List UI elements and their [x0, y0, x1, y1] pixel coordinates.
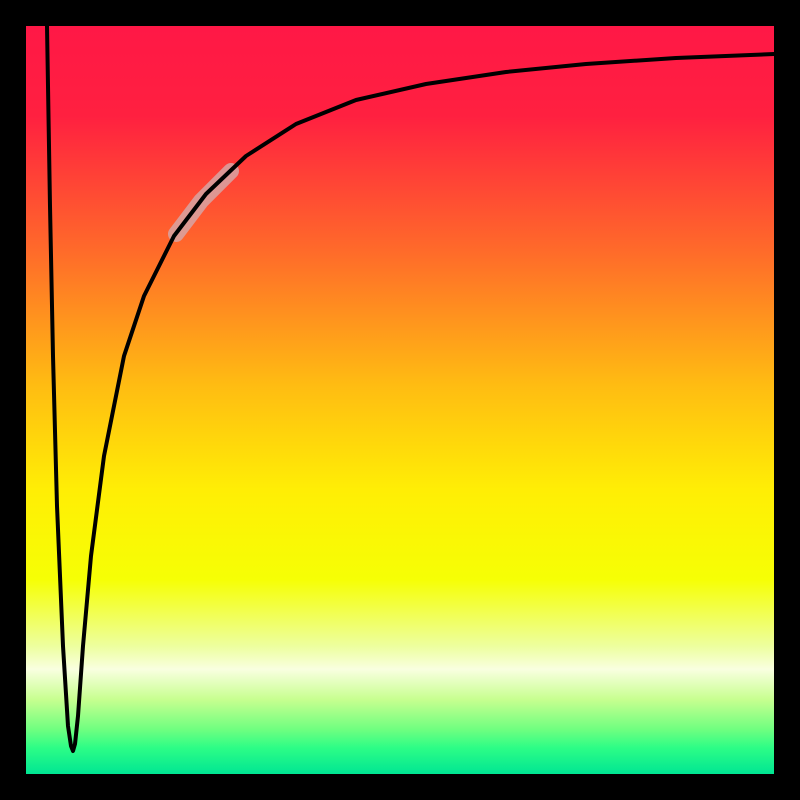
bottleneck-curve-plot — [0, 0, 800, 800]
chart-container: TheBottlenecker.com — [0, 0, 800, 800]
plot-background — [26, 26, 774, 774]
